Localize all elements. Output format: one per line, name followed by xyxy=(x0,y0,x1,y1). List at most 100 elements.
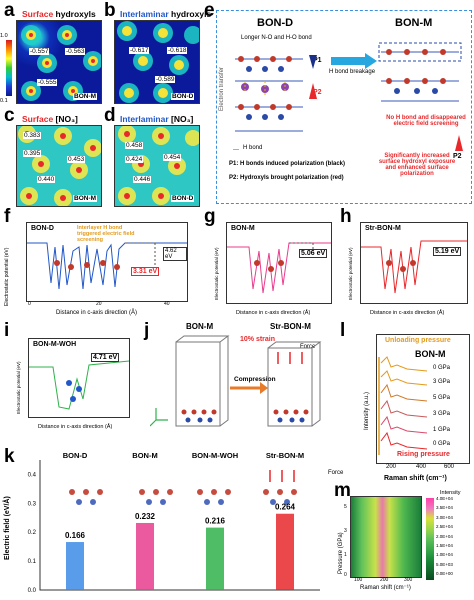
panel-e-transform-arrow-body xyxy=(331,57,365,65)
bar-bon-d xyxy=(66,542,84,590)
panel-d-value-2: 0.424 xyxy=(125,156,144,163)
panel-label-c: c xyxy=(4,105,15,126)
panel-e-legend-hbond-line xyxy=(233,149,239,150)
panel-f-value-1: 4.62 eV xyxy=(163,247,187,261)
panel-j-force: Force xyxy=(300,344,316,350)
bar-category-label: Str-BON-M xyxy=(266,451,304,460)
panel-label-g: g xyxy=(204,206,216,227)
panel-m-colorbar xyxy=(426,498,434,580)
panel-d-title: Interlaminar [NO₃] xyxy=(120,114,193,124)
panel-c-tag: BON-M xyxy=(73,195,98,202)
panel-b-tag: BON-D xyxy=(171,93,195,100)
panel-l-pressure-2: 5 GPa xyxy=(433,395,451,401)
panel-b-title-word: Interlaminar xyxy=(120,9,169,19)
panel-m-ytick-2: 3 xyxy=(344,528,347,534)
panel-l-tag: BON-M xyxy=(415,349,446,359)
panel-label-l: l xyxy=(340,320,346,341)
bar-category-label: BON-D xyxy=(63,451,88,460)
panel-c-title-rest: [NO₃] xyxy=(53,114,78,124)
panel-d-map: 0.458 0.424 0.454 0.446 BON-D xyxy=(114,125,200,207)
panel-m-cb-tick: 1.5E+04 xyxy=(436,543,453,548)
panel-l-pressure-3: 3 GPa xyxy=(433,411,451,417)
panel-label-e: e xyxy=(204,0,215,21)
panel-m-xtick-0: 100 xyxy=(354,577,363,583)
panel-a-value-3: -0.555 xyxy=(37,79,58,86)
panel-l-spectra xyxy=(378,356,428,455)
panel-e-right-note1: No H bond and disappeared electric field… xyxy=(386,115,466,127)
panel-j-left-label: BON-M xyxy=(186,322,214,331)
panel-i-xlabel: Distance in c-axis direction (Å) xyxy=(38,424,113,430)
panel-d-title-word: Interlaminar xyxy=(120,114,169,124)
panel-c-value-1: 0.383 xyxy=(23,132,42,139)
panel-f-ylabel: Electrostatic potential (eV) xyxy=(4,247,10,306)
panel-c-value-2: 0.395 xyxy=(23,150,42,157)
panel-m-xtick-1: 200 xyxy=(380,577,389,583)
panel-d-value-1: 0.458 xyxy=(125,142,144,149)
panel-a-title-rest: hydroxyls xyxy=(53,9,96,19)
panel-g-tag: BON-M xyxy=(231,225,255,232)
panel-a-blobs xyxy=(21,25,101,101)
panel-e-left-structure xyxy=(235,56,303,132)
panel-c-map: 0.383 0.395 0.453 0.440 BON-M xyxy=(16,125,102,207)
panel-d-value-3: 0.454 xyxy=(163,154,182,161)
panel-l-xtick-2: 600 xyxy=(444,464,455,470)
panel-f-xtick-2: 40 xyxy=(164,301,170,307)
panel-l-pressure-4: 1 GPa xyxy=(433,427,451,433)
panel-l-pressure-1: 3 GPa xyxy=(433,379,451,385)
panel-e-right-title: BON-M xyxy=(395,17,433,29)
bar-bon-m-woh xyxy=(206,527,224,590)
panel-f-curve xyxy=(27,242,187,290)
panel-e-p2-arrow xyxy=(309,83,317,99)
panel-h-value: 5.19 eV xyxy=(433,247,462,256)
panel-m-ytick-3: 5 xyxy=(344,504,347,510)
panel-m-cb-tick: 2.0E+04 xyxy=(436,533,453,539)
panel-l-xlabel: Raman shift (cm⁻¹) xyxy=(384,475,447,482)
panel-h-plot: Str-BON-M 5.19 eV xyxy=(360,222,468,304)
panel-e-legend-p1: P1: H bonds induced polarization (black) xyxy=(229,161,346,167)
panel-e-hbond-breakage: H bond breakage xyxy=(329,69,376,75)
panel-label-h: h xyxy=(340,206,352,227)
panel-c-value-3: 0.453 xyxy=(67,156,86,163)
panel-e-p1-label: P1 xyxy=(313,57,322,64)
panel-g-plot: BON-M 5.06 eV xyxy=(226,222,332,304)
panel-b-value-3: -0.589 xyxy=(155,76,176,83)
panel-h-curve xyxy=(361,240,467,294)
panel-f-tag: BON-D xyxy=(31,225,54,232)
panel-e-left-title: BON-D xyxy=(257,17,294,29)
panel-g-xlabel: Distance in c-axis direction (Å) xyxy=(236,310,311,316)
panel-f-plot: BON-D Interlayer H bond triggered electr… xyxy=(26,222,188,302)
panel-m-cb-tick: 5.0E+03 xyxy=(436,561,453,567)
panel-b-title: Interlaminar hydroxyls xyxy=(120,9,211,19)
chart-ytick: 0.3 xyxy=(28,501,37,507)
panel-l-pressure-5: 0 GPa xyxy=(433,441,451,447)
chart-axes xyxy=(39,460,320,591)
panel-h-ylabel: Electrostatic potential (eV) xyxy=(348,247,353,300)
panel-f-annotation: Interlayer H bond triggered electric fie… xyxy=(77,225,135,244)
panel-m-cb-tick: 3.5E+04 xyxy=(436,505,453,511)
chart-ytick: 0.4 xyxy=(28,472,37,478)
panel-i-ylabel: Electrostatic potential (eV) xyxy=(16,361,21,414)
bar-category-label: BON-M-WOH xyxy=(192,451,238,460)
panel-i-plot: BON-M-WOH 4.71 eV xyxy=(28,338,130,418)
panel-label-b: b xyxy=(104,0,116,21)
panel-a-tag: BON-M xyxy=(73,93,98,100)
bar-category-label: BON-M xyxy=(132,451,157,460)
bar-value-label: 0.264 xyxy=(275,503,296,512)
panel-e-right-p2-label: P2 xyxy=(453,153,462,160)
panel-b-blobs xyxy=(117,21,199,103)
panel-h-tag: Str-BON-M xyxy=(365,225,401,232)
panel-a-title: Surface hydroxyls xyxy=(22,9,96,19)
panel-c-title: Surface [NO₃] xyxy=(22,114,78,124)
panel-h-xlabel: Distance in c-axis direction (Å) xyxy=(370,310,445,316)
bar-value-label: 0.232 xyxy=(135,512,156,521)
panel-f-xtick-0: 0 xyxy=(28,301,31,307)
panel-i-tag: BON-M-WOH xyxy=(33,341,77,348)
panel-i-value: 4.71 eV xyxy=(91,353,120,362)
panel-a-map: -0.557 -0.563 -0.555 BON-M xyxy=(16,20,102,104)
panel-l-top-arrow-label: Unloading pressure xyxy=(385,337,451,344)
panel-b-title-rest: hydroxyls xyxy=(168,9,212,19)
panel-d-blobs xyxy=(118,126,199,205)
panel-l-xtick-1: 400 xyxy=(416,464,427,470)
panel-m-cb-tick: 4.0E+04 xyxy=(436,496,453,501)
panel-e-right-note2: Significantly increased surface hydroxyl… xyxy=(378,153,456,177)
